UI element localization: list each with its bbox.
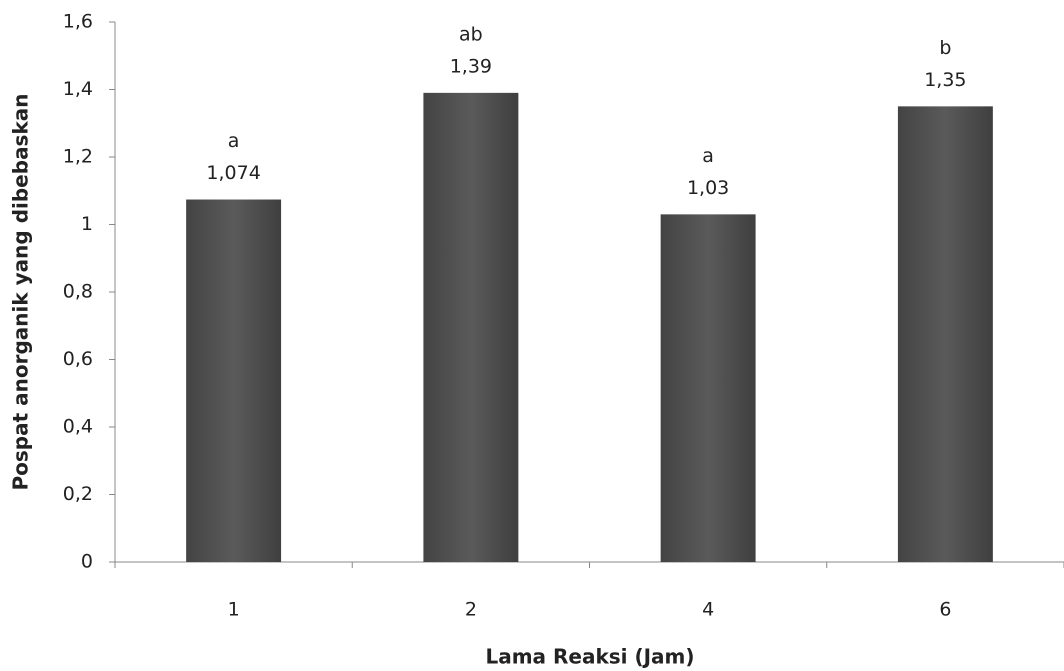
y-tick-label: 0,2 — [63, 483, 93, 505]
group-label: a — [702, 145, 714, 167]
y-axis-label: Pospat anorganik yang dibebaskan — [9, 93, 33, 490]
x-tick-label: 4 — [702, 599, 714, 621]
bar-shade — [423, 93, 518, 562]
x-axis-label: Lama Reaksi (Jam) — [485, 645, 694, 669]
value-label: 1,03 — [687, 177, 729, 199]
y-tick-label: 0,8 — [63, 281, 93, 303]
group-label: a — [228, 130, 240, 152]
y-tick-label: 1 — [81, 213, 93, 235]
y-tick-label: 1,4 — [63, 78, 93, 100]
x-tick-label: 6 — [939, 599, 951, 621]
y-tick-label: 0 — [81, 551, 93, 573]
y-tick-label: 1,6 — [63, 11, 93, 33]
y-tick-label: 0,6 — [63, 348, 93, 370]
y-tick-label: 1,2 — [63, 146, 93, 168]
bar-shade — [186, 200, 281, 562]
x-tick-label: 2 — [465, 599, 477, 621]
bar-shade — [898, 106, 993, 562]
chart: Pospat anorganik yang dibebaskan Lama Re… — [0, 0, 1064, 671]
group-label: b — [939, 37, 951, 59]
group-label: ab — [459, 23, 483, 45]
value-label: 1,35 — [924, 69, 966, 91]
value-label: 1,074 — [206, 162, 260, 184]
y-tick-label: 0,4 — [63, 416, 93, 438]
x-tick-label: 1 — [228, 599, 240, 621]
value-label: 1,39 — [450, 55, 492, 77]
bar-shade — [661, 214, 756, 562]
